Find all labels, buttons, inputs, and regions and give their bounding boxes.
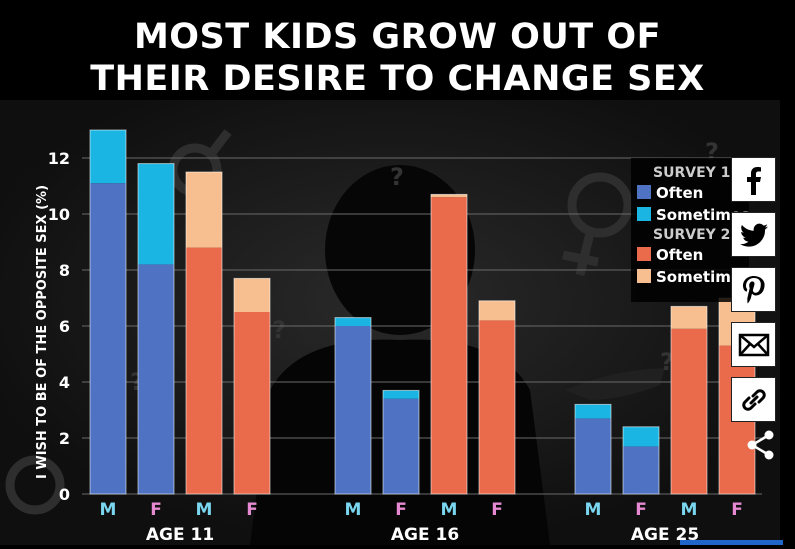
bar-outline [478,300,516,495]
bar-sometimes [671,306,707,329]
y-tick-label: 4 [59,373,70,392]
legend-label: Often [656,184,703,202]
bar-sometimes [383,390,419,399]
facebook-share-button[interactable] [731,157,776,202]
twitter-icon [739,223,768,247]
bar-sometimes [431,194,467,198]
legend-heading: SURVEY 1 [653,165,730,181]
bar-sometimes [575,404,611,419]
x-tick-label: F [246,500,258,520]
x-tick-label: F [635,500,647,520]
share-icon[interactable] [744,428,778,462]
x-tick-label: M [196,500,213,520]
legend-swatch [637,185,651,199]
bar-outline [382,389,420,495]
bar-outline [233,277,271,495]
age-group-label: AGE 16 [391,525,459,545]
y-tick-label: 8 [59,261,70,280]
bar-outline [89,129,127,495]
bar-often [138,264,174,494]
legend-swatch [637,247,651,261]
age-group-label: AGE 11 [146,525,214,545]
x-tick-label: M [681,500,698,520]
y-tick-label: 2 [59,429,70,448]
legend-label: Sometimes [656,206,750,224]
y-tick-label: 10 [48,205,70,224]
bar-often [383,398,419,494]
facebook-icon [746,166,761,195]
bar-sometimes [623,426,659,447]
bar-outline [430,193,468,495]
bottom-tab-strip [680,540,783,545]
legend-label: Sometimes [656,268,750,286]
bar-sometimes [479,300,515,321]
x-tick-label: M [585,500,602,520]
bar-outline [334,317,372,495]
bar-outline [185,171,223,495]
copy-link-button[interactable] [731,377,776,422]
pinterest-icon [742,275,765,303]
bar-often [623,446,659,494]
bar-sometimes [138,163,174,265]
pinterest-share-button[interactable] [731,267,776,312]
chart-title-line-1: MOST KIDS GROW OUT OF [133,17,662,57]
svg-text:?: ? [390,163,404,191]
bar-often [335,326,371,494]
link-icon [741,388,766,411]
bar-outline [137,163,175,495]
bar-sometimes [234,278,270,312]
svg-text:?: ? [660,348,674,376]
legend-swatch [637,269,651,283]
bar-outline [622,426,660,495]
x-tick-label: F [150,500,162,520]
bar-outline [574,403,612,495]
legend-swatch [637,207,651,221]
chart-title-line-2: THEIR DESIRE TO CHANGE SEX [90,59,705,99]
svg-text:?: ? [272,316,286,344]
y-tick-label: 12 [48,149,70,168]
x-tick-label: M [345,500,362,520]
chart-panel: ? ? ? ? ? 0 2 4 6 8 10 12 I WISH TO BE OF THE O… [0,100,780,545]
email-share-button[interactable] [731,322,776,367]
bar-often [575,418,611,494]
bar-outline [670,305,708,495]
bar-often [431,197,467,494]
x-tick-label: F [395,500,407,520]
y-tick-label: 6 [59,317,70,336]
legend-label: Often [656,246,703,264]
open-hand-silhouette [565,368,665,400]
bar-sometimes [186,172,222,248]
y-tick-label: 0 [59,485,70,504]
x-tick-label: F [491,500,503,520]
legend-heading: SURVEY 2 [653,227,730,243]
y-axis-label: I WISH TO BE OF THE OPPOSITE SEX (%) [35,185,50,479]
bar-often [671,328,707,494]
bar-often [234,312,270,494]
x-tick-label: M [441,500,458,520]
bar-often [186,247,222,494]
email-icon [738,333,769,356]
twitter-share-button[interactable] [731,212,776,257]
x-tick-label: F [731,500,743,520]
bar-sometimes [90,130,126,184]
x-tick-label: M [100,500,117,520]
bar-often [90,183,126,494]
bar-often [479,320,515,494]
bar-sometimes [335,317,371,326]
